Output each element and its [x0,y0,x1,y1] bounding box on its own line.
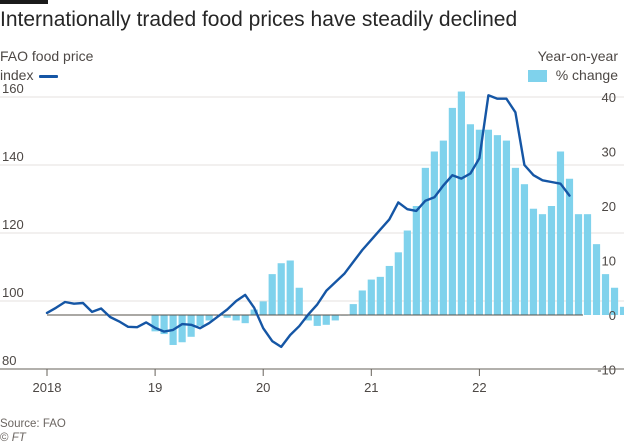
bar-5 [196,315,204,326]
legend-right: Year-on-year % change [527,47,618,85]
bar-16 [295,287,303,315]
bar-23 [358,290,366,315]
bar-17 [304,315,312,321]
bar-46 [565,178,574,315]
ft-top-bar [0,0,48,4]
bar-47 [574,214,583,315]
left-tick-120: 120 [2,217,24,232]
legend-left-line2: index [0,67,34,83]
bar-36 [475,129,484,315]
x-tick-2018: 2018 [33,380,62,395]
left-tick-160: 160 [2,81,24,96]
bar-6 [205,315,213,321]
x-tick-19: 19 [148,380,162,395]
legend-line-swatch [39,74,59,78]
bar-28 [403,230,411,315]
bar-0 [151,315,159,332]
bar-10 [241,315,249,324]
bar-50 [601,274,610,315]
bar-15 [286,260,294,315]
legend-right-line1: Year-on-year [537,48,618,64]
bar-48 [583,214,592,315]
bar-35 [466,124,474,315]
right-tick-30: 30 [602,145,616,160]
bar-13 [268,274,276,315]
source-note: Source: FAO [0,418,66,430]
x-tick-22: 22 [472,380,486,395]
bar-52 [619,306,624,315]
bar-series [151,91,624,345]
legend-left: FAO food price index [0,47,93,85]
bar-22 [349,304,357,315]
bar-19 [322,315,330,325]
bar-39 [502,140,511,315]
x-tick-20: 20 [256,380,270,395]
left-tick-80: 80 [2,353,16,368]
x-tick-21: 21 [364,380,378,395]
bar-45 [556,151,565,315]
bar-44 [547,206,556,315]
bar-29 [412,206,420,315]
legend-bar-swatch [527,70,547,83]
bar-27 [394,252,402,315]
right-tick-20: 20 [602,199,616,214]
bar-18 [313,315,321,326]
right-tick-40: 40 [602,90,616,105]
right-tick-10: 10 [602,254,616,269]
bar-37 [484,129,493,315]
bar-33 [448,107,456,316]
bar-26 [385,265,393,315]
bar-1 [160,315,168,335]
bar-11 [250,309,258,315]
bar-32 [439,140,447,315]
right-tick-0: 0 [609,308,616,323]
chart-title: Internationally traded food prices have … [0,8,518,31]
bar-51 [610,287,619,315]
axes: 80 100 120 140 160 -10 0 10 20 30 40 2018 19 20 21 22 [0,81,624,395]
bar-24 [367,279,375,315]
right-tick--10: -10 [597,363,616,378]
bar-40 [511,167,520,315]
bar-42 [529,208,538,315]
bar-12 [259,301,267,315]
bar-25 [376,276,384,315]
line-series [45,94,571,349]
left-tick-140: 140 [2,149,24,164]
bar-34 [457,91,465,315]
bar-49 [592,244,601,315]
ft-credit: © FT [0,432,26,444]
bar-3 [178,315,186,343]
bar-30 [421,167,429,315]
bar-31 [430,151,438,315]
legend-left-line1: FAO food price [0,48,94,64]
gridlines [0,96,624,302]
credit-brand: FT [11,432,26,444]
bar-43 [538,214,547,315]
bar-38 [493,135,502,315]
legend-right-line2: % change [555,67,618,83]
food-price-index-line [45,94,571,349]
bar-20 [331,315,339,321]
bar-41 [520,184,529,315]
bar-9 [232,315,240,321]
bar-8 [223,315,231,318]
left-tick-100: 100 [2,285,24,300]
credit-symbol: © [0,432,9,444]
bar-14 [277,263,285,315]
